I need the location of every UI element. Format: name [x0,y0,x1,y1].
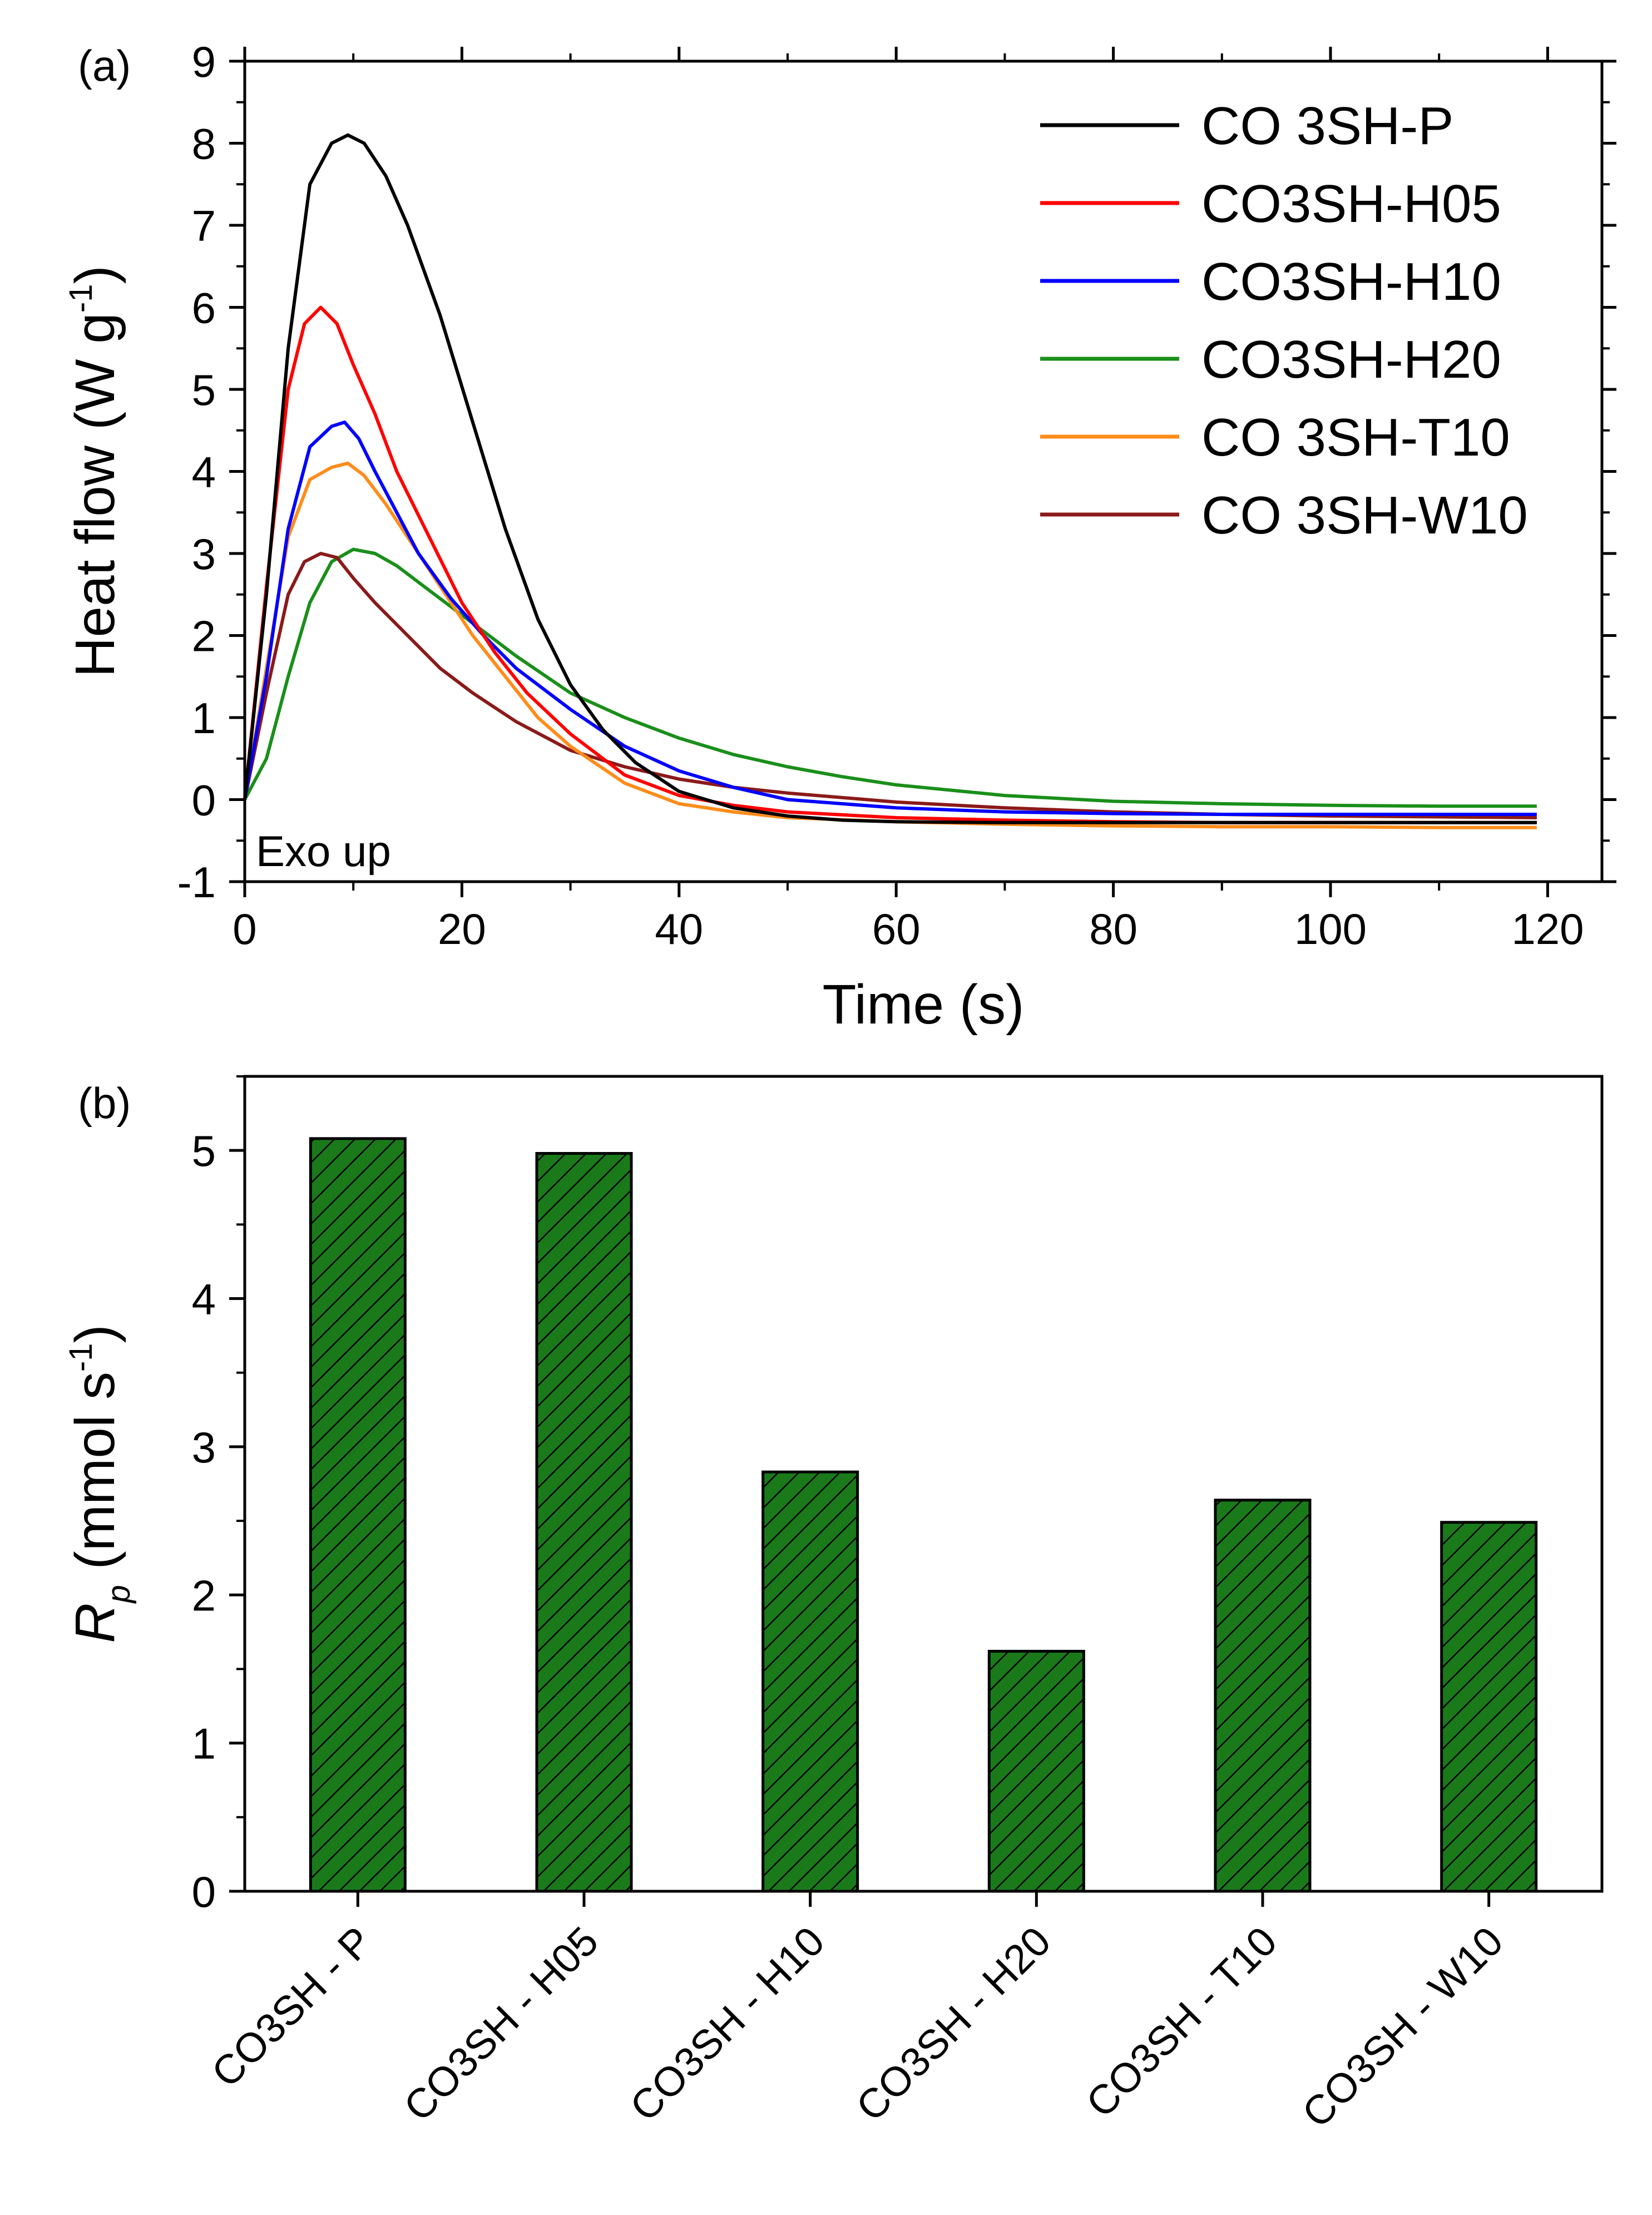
a-y-tick-label: 5 [192,365,216,414]
b-y-tick-label: 2 [192,1571,216,1620]
bar-co3shh10 [761,1470,859,1893]
category-label: CO3SH - P [202,1918,380,2096]
bar-co3shh20 [987,1649,1085,1893]
series-line-co3sh-p [243,133,1537,824]
panel-b-y-title-r: R [64,1603,126,1643]
panel-a-y-title-main: Heat flow (W g [64,313,126,678]
b-y-tick-label: 4 [192,1275,216,1324]
panel-b-bars [309,1137,1538,1893]
a-x-tick-label: 20 [438,904,486,953]
category-label: CO3SH - H20 [847,1918,1059,2130]
legend-label: CO 3SH-T10 [1201,408,1510,467]
bar-co3shh05 [535,1152,633,1893]
legend-label: CO 3SH-W10 [1201,486,1528,545]
bar-co3shw10 [1440,1521,1538,1893]
a-x-tick-label: 60 [872,904,921,953]
series-line-co3sh-h20 [243,547,1537,808]
legend-label: CO3SH-H20 [1201,330,1501,389]
panel-b-y-title-sub: p [101,1585,137,1604]
a-x-tick-label: 40 [655,904,703,953]
panel-b-category-labels: CO3SH - P CO3SH - H05 CO3SH - H10 CO3SH - H… [202,1918,1512,2137]
panel-b-label: (b) [78,1079,131,1128]
a-x-tick-label: 100 [1294,904,1367,953]
panel-a-x-axis-title: Time (s) [823,973,1025,1036]
a-y-tick-label: 4 [192,448,216,497]
panel-b-y-title-rest: (mmol s [64,1372,126,1585]
a-x-tick-label: 120 [1511,904,1584,953]
a-y-tick-label: 6 [192,284,216,333]
panel-a-axis-ticks: 0 20 40 60 80 100 120 -1 0 1 2 3 4 5 6 7 8 9 [177,37,1616,953]
legend-label: CO3SH-H05 [1201,174,1501,234]
panel-b-y-title-sup: -1 [63,1343,99,1372]
legend-label: CO 3SH-P [1201,96,1453,156]
a-y-tick-label: 8 [192,120,216,169]
a-y-tick-label: 9 [192,37,216,86]
b-y-tick-label: 1 [192,1719,216,1768]
a-x-tick-label: 80 [1089,904,1137,953]
panel-a-y-title-close: ) [64,265,126,284]
a-y-tick-label: 2 [192,612,216,661]
a-y-tick-label: 1 [192,694,216,743]
legend-label: CO3SH-H10 [1201,252,1501,312]
panel-a-legend: CO 3SH-P CO3SH-H05 CO3SH-H10 CO3SH-H20 CO 3S… [1040,96,1528,545]
category-label: CO3SH - T10 [1077,1918,1286,2127]
panel-a-heat-flow-chart: (a) 0 20 40 60 80 100 120 -1 0 1 2 3 4 5 6 7 8 9 Exo up T… [63,37,1616,1036]
b-y-tick-label: 0 [192,1867,216,1916]
panel-b-y-title-close: ) [64,1324,126,1343]
series-line-co3sh-t10 [243,461,1537,829]
b-y-tick-label: 3 [192,1423,216,1472]
bar-co3shp [309,1137,407,1893]
panel-a-y-title-sup: -1 [63,284,99,313]
bar-co3sht10 [1214,1499,1312,1893]
panel-a-label: (a) [78,41,131,90]
panel-a-y-axis-title: Heat flow (W g-1) [63,265,126,678]
a-y-tick-label: 7 [192,201,216,250]
series-line-co3sh-w10 [243,552,1537,819]
series-line-co3sh-h10 [243,421,1537,816]
a-x-tick-label: 0 [233,904,256,953]
panel-b-axis-ticks: 0 1 2 3 4 5 [192,1075,1491,1916]
a-y-tick-label: -1 [177,858,216,907]
panel-b-plot-frame [243,1075,1604,1893]
category-label: CO3SH - W10 [1293,1918,1512,2137]
panel-a-plot-frame [243,60,1604,883]
exo-up-annotation: Exo up [256,827,391,876]
category-label: CO3SH - H10 [621,1918,833,2130]
b-y-tick-label: 5 [192,1126,216,1175]
a-y-tick-label: 0 [192,776,216,825]
a-y-tick-label: 3 [192,530,216,579]
category-label: CO3SH - H05 [395,1918,607,2130]
panel-b-y-axis-title: Rp (mmol s-1) [63,1324,137,1643]
panel-a-series-lines [243,133,1537,829]
